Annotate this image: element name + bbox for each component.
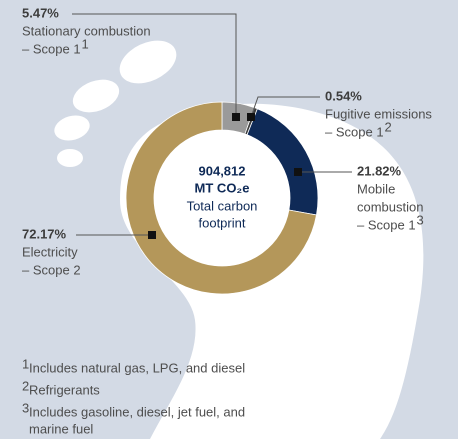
- center-total: 904,812: [199, 163, 246, 178]
- category-label: – Scope 1: [357, 217, 416, 232]
- value-label: 72.17%: [22, 226, 67, 241]
- value-label: 21.82%: [357, 163, 402, 178]
- footnote-ref: 3: [417, 212, 424, 227]
- footnote-mark: 1: [22, 356, 29, 371]
- category-label: Electricity: [22, 244, 78, 259]
- footnote-ref: 1: [82, 36, 89, 51]
- footnote-mark: 3: [22, 400, 29, 415]
- leader-marker: [232, 113, 240, 121]
- leader-marker: [247, 113, 255, 121]
- category-label: Mobile: [357, 181, 395, 196]
- category-label: combustion: [357, 199, 423, 214]
- leader-line: [72, 13, 237, 117]
- leader-marker: [148, 231, 156, 239]
- category-label: Stationary combustion: [22, 23, 151, 38]
- footnote-ref: 2: [385, 119, 392, 134]
- center-caption: footprint: [199, 215, 246, 230]
- footnote-text: Includes gasoline, diesel, jet fuel, and: [29, 404, 245, 419]
- category-label: – Scope 1: [325, 124, 384, 139]
- leader-line: [250, 96, 320, 118]
- labels: 5.47%Stationary combustion– Scope 1 10.54…: [22, 5, 432, 277]
- footnote-text: Refrigerants: [29, 382, 100, 397]
- center-unit: MT CO₂e: [195, 180, 250, 195]
- category-label: – Scope 1: [22, 41, 81, 56]
- category-label: Fugitive emissions: [325, 106, 432, 121]
- footnote-mark: 2: [22, 378, 29, 393]
- category-label: – Scope 2: [22, 262, 81, 277]
- footnote-text: Includes natural gas, LPG, and diesel: [29, 360, 245, 375]
- leader-marker: [294, 168, 302, 176]
- center-caption: Total carbon: [187, 198, 258, 213]
- value-label: 5.47%: [22, 5, 59, 20]
- donut-hole: [154, 130, 290, 266]
- value-label: 0.54%: [325, 88, 362, 103]
- footnote-text: marine fuel: [29, 421, 93, 436]
